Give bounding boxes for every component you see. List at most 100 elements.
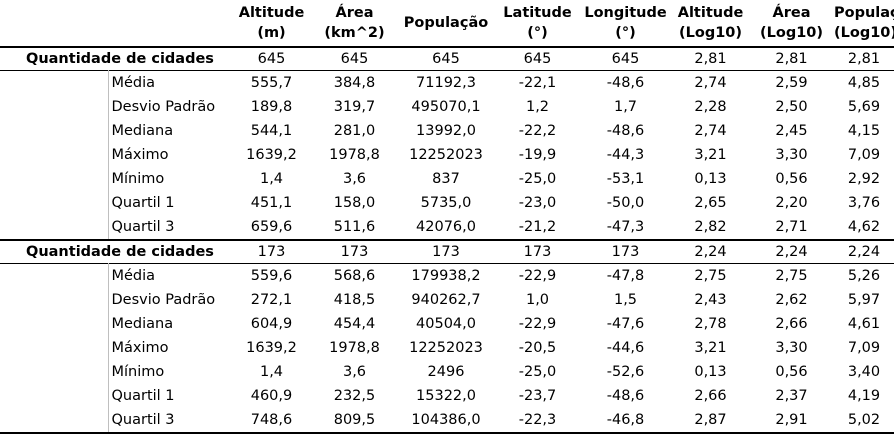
value-cell: 5,02 xyxy=(847,412,881,428)
value-cell: -47,3 xyxy=(606,219,645,235)
row-indent-cell xyxy=(0,70,109,95)
value-cell: 40504,0 xyxy=(416,316,476,332)
value-cell: 12252023 xyxy=(409,340,483,356)
value-cell: -22,9 xyxy=(518,268,557,284)
header-population: População xyxy=(403,15,489,31)
value-cell: 568,6 xyxy=(333,268,376,284)
stat-name: Média xyxy=(111,75,156,91)
table-header: Altitude (m) Área (km^2) População Latitud… xyxy=(0,0,894,47)
value-cell: 2,71 xyxy=(775,219,808,235)
table-row: Mediana 544,1 281,0 13992,0 -22,2 -48,6 2,74 2,… xyxy=(0,119,894,143)
count-cell: 2,81 xyxy=(847,51,881,67)
value-cell: 1639,2 xyxy=(246,147,297,163)
count-cell: 645 xyxy=(523,51,552,67)
value-cell: -50,0 xyxy=(606,195,645,211)
count-cell: 645 xyxy=(432,51,460,67)
row-indent-cell xyxy=(0,336,109,360)
header-altitude: Altitude (m) xyxy=(238,5,305,41)
count-cell: 2,24 xyxy=(694,244,727,260)
value-cell: -22,1 xyxy=(518,75,557,91)
value-cell: 495070,1 xyxy=(411,99,481,115)
table-row: Quartil 1 451,1 158,0 5735,0 -23,0 -50,0 2,65 2… xyxy=(0,191,894,215)
value-cell: 2,20 xyxy=(775,195,808,211)
row-indent-cell xyxy=(0,263,109,288)
count-label: Quantidade de cidades xyxy=(26,51,214,67)
value-cell: 460,9 xyxy=(250,388,293,404)
stat-name: Quartil 1 xyxy=(111,195,175,211)
value-cell: -44,3 xyxy=(606,147,645,163)
value-cell: 2,37 xyxy=(775,388,808,404)
row-indent-cell xyxy=(0,119,109,143)
value-cell: 2,92 xyxy=(847,171,881,187)
value-cell: 2,43 xyxy=(694,292,727,308)
value-cell: 809,5 xyxy=(333,412,376,428)
value-cell: -20,5 xyxy=(518,340,557,356)
value-cell: 1,4 xyxy=(259,364,284,380)
value-cell: 4,61 xyxy=(847,316,881,332)
value-cell: 232,5 xyxy=(333,388,376,404)
value-cell: 42076,0 xyxy=(416,219,476,235)
count-cell: 2,24 xyxy=(775,244,808,260)
count-cell: 2,81 xyxy=(694,51,727,67)
value-cell: 1,4 xyxy=(259,171,284,187)
row-indent-cell xyxy=(0,215,109,240)
count-cell: 2,24 xyxy=(847,244,881,260)
value-cell: 1,7 xyxy=(613,99,638,115)
value-cell: 319,7 xyxy=(333,99,376,115)
value-cell: 2,75 xyxy=(775,268,808,284)
table-row: Quartil 3 748,6 809,5 104386,0 -22,3 -46,8 2,8… xyxy=(0,408,894,433)
value-cell: -48,6 xyxy=(606,123,645,139)
row-indent-cell xyxy=(0,360,109,384)
value-cell: -22,3 xyxy=(518,412,557,428)
stat-name: Máximo xyxy=(111,340,169,356)
value-cell: 2,28 xyxy=(694,99,727,115)
count-cell: 173 xyxy=(257,244,286,260)
value-cell: 1639,2 xyxy=(246,340,297,356)
row-indent-cell xyxy=(0,191,109,215)
value-cell: 71192,3 xyxy=(416,75,476,91)
value-cell: 559,6 xyxy=(250,268,293,284)
header-blank-cell xyxy=(108,0,230,47)
value-cell: 5,26 xyxy=(847,268,881,284)
value-cell: 837 xyxy=(432,171,460,187)
value-cell: 2496 xyxy=(427,364,465,380)
stat-name: Média xyxy=(111,268,156,284)
row-indent-cell xyxy=(0,288,109,312)
stat-name: Quartil 3 xyxy=(111,219,175,235)
value-cell: 451,1 xyxy=(250,195,293,211)
stat-name: Desvio Padrão xyxy=(111,99,216,115)
table-row: Mínimo 1,4 3,6 837 -25,0 -53,1 0,13 0,56 2,92 xyxy=(0,167,894,191)
value-cell: 0,56 xyxy=(775,364,808,380)
value-cell: 2,75 xyxy=(694,268,727,284)
count-cell: 645 xyxy=(257,51,286,67)
value-cell: -48,6 xyxy=(606,75,645,91)
value-cell: 2,87 xyxy=(694,412,727,428)
stat-name: Mediana xyxy=(111,316,174,332)
value-cell: 2,45 xyxy=(775,123,808,139)
stat-name: Mediana xyxy=(111,123,174,139)
count-cell: 173 xyxy=(340,244,369,260)
value-cell: 4,62 xyxy=(847,219,881,235)
count-cell: 173 xyxy=(611,244,640,260)
table-row: Quartil 3 659,6 511,6 42076,0 -21,2 -47,3 2,82… xyxy=(0,215,894,240)
table-row: Quartil 1 460,9 232,5 15322,0 -23,7 -48,6 2,66… xyxy=(0,384,894,408)
row-indent-cell xyxy=(0,408,109,433)
value-cell: 3,30 xyxy=(775,340,808,356)
value-cell: 0,13 xyxy=(694,171,727,187)
value-cell: 384,8 xyxy=(333,75,376,91)
header-longitude: Longitude (°) xyxy=(584,5,667,41)
value-cell: 12252023 xyxy=(409,147,483,163)
table-row: Média 555,7 384,8 71192,3 -22,1 -48,6 2,74 2,59… xyxy=(0,70,894,95)
value-cell: 3,30 xyxy=(775,147,808,163)
value-cell: 2,74 xyxy=(694,123,727,139)
table-row: Desvio Padrão 189,8 319,7 495070,1 1,2 1,7 2,2… xyxy=(0,95,894,119)
count-cell: 645 xyxy=(611,51,640,67)
value-cell: 4,19 xyxy=(847,388,881,404)
value-cell: -22,9 xyxy=(518,316,557,332)
stat-name: Máximo xyxy=(111,147,169,163)
value-cell: 2,65 xyxy=(694,195,727,211)
value-cell: 5,97 xyxy=(847,292,881,308)
table-row: Mínimo 1,4 3,6 2496 -25,0 -52,6 0,13 0,56 3,40 xyxy=(0,360,894,384)
value-cell: 418,5 xyxy=(333,292,376,308)
count-row: Quantidade de cidades 173 173 173 173 173 2,24… xyxy=(0,240,894,264)
